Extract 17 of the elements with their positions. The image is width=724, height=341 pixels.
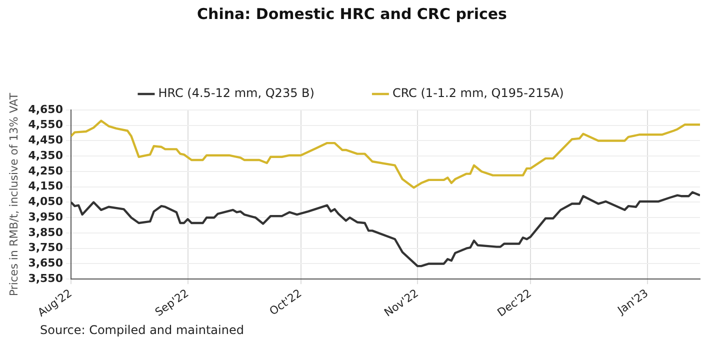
y-tick-label: 3,650 [28, 256, 64, 270]
y-tick-label: 4,350 [28, 148, 64, 162]
chart-title: China: Domestic HRC and CRC prices [197, 4, 508, 23]
legend-label: HRC (4.5-12 mm, Q235 B) [158, 86, 314, 100]
y-tick-label: 3,850 [28, 226, 64, 239]
y-tick-label: 4,250 [28, 164, 64, 178]
legend-label: CRC (1-1.2 mm, Q195-215A) [392, 86, 564, 100]
y-tick-label: 3,750 [28, 241, 64, 254]
y-tick-label: 4,650 [28, 102, 64, 116]
y-tick-label: 3,950 [28, 210, 64, 224]
y-tick-label: 4,050 [28, 195, 64, 208]
y-tick-label: 3,550 [28, 272, 64, 285]
source-note: Source: Compiled and maintained [40, 323, 244, 338]
y-axis-title: Prices in RMB/t, inclusive of 13% VAT [7, 92, 20, 296]
y-tick-label: 4,550 [28, 118, 64, 132]
y-tick-label: 4,450 [28, 134, 64, 147]
y-tick-label: 4,150 [28, 180, 64, 193]
